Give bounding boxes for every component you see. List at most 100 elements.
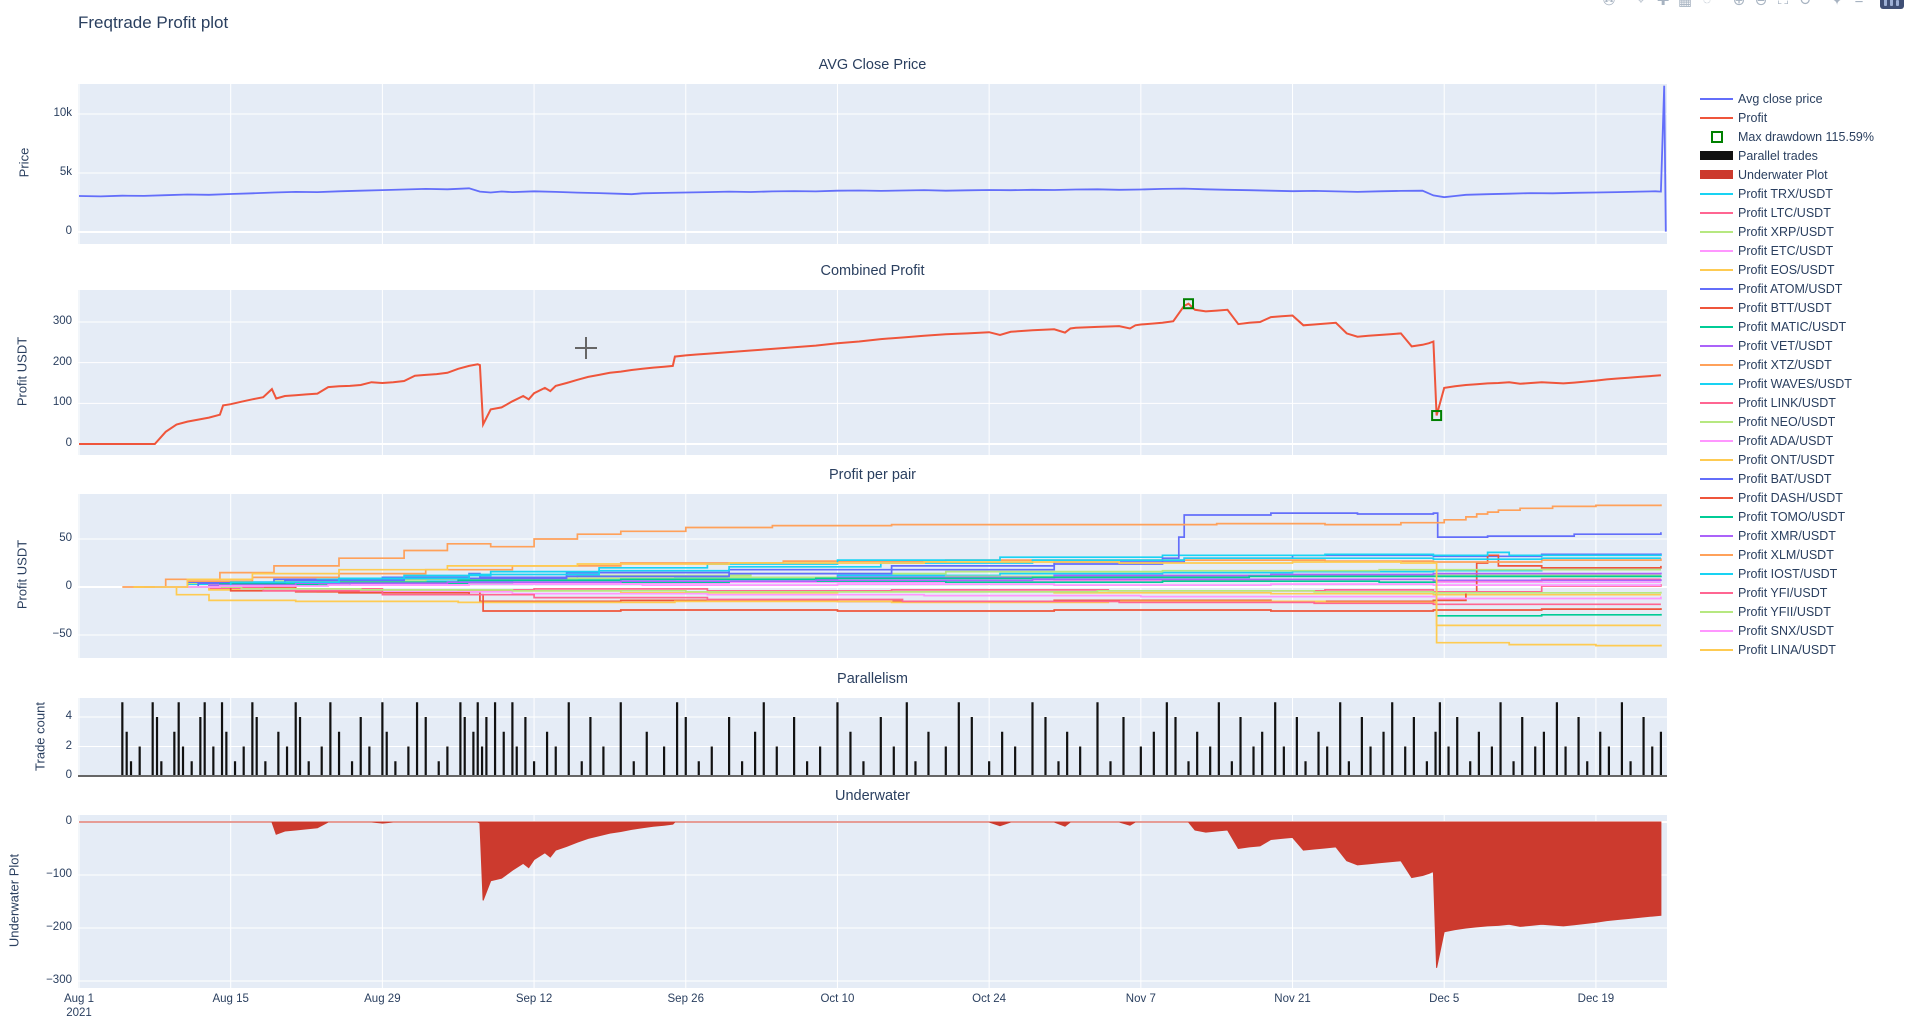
legend-item-profit-xtz-usdt[interactable]: Profit XTZ/USDT bbox=[1700, 355, 1832, 374]
parallel-trades-bar bbox=[632, 761, 635, 776]
legend-item-profit-trx-usdt[interactable]: Profit TRX/USDT bbox=[1700, 184, 1833, 203]
legend-item-profit-xlm-usdt[interactable]: Profit XLM/USDT bbox=[1700, 545, 1834, 564]
legend-item-profit-matic-usdt[interactable]: Profit MATIC/USDT bbox=[1700, 317, 1846, 336]
subplot-title-2: Profit per pair bbox=[828, 467, 917, 483]
parallel-trades-bar bbox=[493, 702, 497, 776]
legend-label: Profit DASH/USDT bbox=[1738, 490, 1843, 505]
legend-label: Profit YFI/USDT bbox=[1738, 585, 1828, 600]
modebar: ✇ ⌖ ✚ ▦◌ ⊕ ⊖ ⛶ ↻ ✦ ≡ bbox=[1598, 0, 1904, 10]
y-axis-label-3: Trade count bbox=[32, 701, 48, 771]
parallel-trades-bar bbox=[1456, 717, 1459, 776]
legend-item-profit-yfi-usdt[interactable]: Profit YFI/USDT bbox=[1700, 583, 1827, 602]
legend-label: Profit BTT/USDT bbox=[1738, 300, 1832, 315]
parallel-trades-bar bbox=[381, 702, 384, 776]
parallel-trades-bar bbox=[125, 731, 128, 776]
legend-item-profit-yfii-usdt[interactable]: Profit YFII/USDT bbox=[1700, 602, 1831, 621]
parallel-trades-bar bbox=[320, 746, 323, 776]
lasso-icon[interactable]: ◌ bbox=[1696, 0, 1718, 8]
legend-item-profit-snx-usdt[interactable]: Profit SNX/USDT bbox=[1700, 621, 1834, 640]
plotly-logo[interactable] bbox=[1880, 0, 1904, 9]
legend-item-profit-etc-usdt[interactable]: Profit ETC/USDT bbox=[1700, 241, 1833, 260]
legend-item-profit-link-usdt[interactable]: Profit LINK/USDT bbox=[1700, 393, 1836, 412]
y-tick-label: 50 bbox=[59, 532, 72, 544]
legend-item-profit-ltc-usdt[interactable]: Profit LTC/USDT bbox=[1700, 203, 1831, 222]
parallel-trades-bar bbox=[1469, 761, 1472, 776]
parallel-trades-bar bbox=[879, 717, 882, 776]
legend-item-profit-ada-usdt[interactable]: Profit ADA/USDT bbox=[1700, 431, 1833, 450]
legend-item-parallel-trades[interactable]: Parallel trades bbox=[1700, 146, 1818, 165]
legend-label: Profit LINK/USDT bbox=[1738, 395, 1836, 410]
zoom-in-icon[interactable]: ⊕ bbox=[1732, 0, 1746, 9]
legend-item-profit-ont-usdt[interactable]: Profit ONT/USDT bbox=[1700, 450, 1835, 469]
pan-icon[interactable]: ✚ bbox=[1656, 0, 1670, 9]
parallel-trades-bar bbox=[177, 702, 180, 776]
legend-item-profit-tomo-usdt[interactable]: Profit TOMO/USDT bbox=[1700, 507, 1845, 526]
parallel-trades-bar bbox=[212, 746, 215, 776]
y-tick-label: 10k bbox=[53, 107, 72, 119]
camera-icon[interactable]: ✇ bbox=[1602, 0, 1616, 9]
parallel-trades-bar bbox=[350, 761, 354, 776]
parallel-trades-bar bbox=[1044, 717, 1047, 776]
pair-profit-line-lina bbox=[133, 561, 1662, 647]
parallel-trades-bar bbox=[190, 761, 193, 776]
legend-item-profit-dash-usdt[interactable]: Profit DASH/USDT bbox=[1700, 488, 1843, 507]
legend-item-underwater-plot[interactable]: Underwater Plot bbox=[1700, 165, 1828, 184]
y-tick-label: 5k bbox=[59, 166, 72, 178]
max-drawdown-marker bbox=[1183, 298, 1195, 310]
legend-swatch-icon bbox=[1700, 116, 1733, 119]
parallel-trades-bar bbox=[1001, 731, 1004, 776]
parallel-trades-bar bbox=[1187, 761, 1190, 776]
parallel-trades-bar bbox=[645, 731, 648, 776]
parallel-trades-bar bbox=[1425, 761, 1428, 776]
legend-item-profit-xrp-usdt[interactable]: Profit XRP/USDT bbox=[1700, 222, 1834, 241]
legend-item-profit-lina-usdt[interactable]: Profit LINA/USDT bbox=[1700, 640, 1836, 659]
legend-item-profit[interactable]: Profit bbox=[1700, 108, 1767, 127]
legend-item-profit-bat-usdt[interactable]: Profit BAT/USDT bbox=[1700, 469, 1832, 488]
parallel-trades-bar bbox=[151, 702, 154, 776]
parallel-trades-bar bbox=[480, 746, 484, 776]
parallel-trades-bar bbox=[1369, 746, 1372, 776]
parallel-trades-bar bbox=[1031, 702, 1034, 776]
parallel-trades-bar bbox=[1122, 717, 1125, 776]
parallel-trades-bar bbox=[806, 761, 809, 776]
parallel-trades-bar bbox=[836, 702, 839, 776]
legend-item-profit-btt-usdt[interactable]: Profit BTT/USDT bbox=[1700, 298, 1832, 317]
legend-item-avg-close-price[interactable]: Avg close price bbox=[1700, 89, 1823, 108]
legend-swatch-icon bbox=[1700, 458, 1733, 461]
parallel-trades-bar bbox=[285, 746, 289, 776]
legend-item-profit-iost-usdt[interactable]: Profit IOST/USDT bbox=[1700, 564, 1837, 583]
parallel-trades-bar bbox=[233, 761, 237, 776]
legend-item-profit-eos-usdt[interactable]: Profit EOS/USDT bbox=[1700, 260, 1835, 279]
legend-label: Profit XLM/USDT bbox=[1738, 547, 1834, 562]
reset-axes-icon[interactable]: ↻ bbox=[1798, 0, 1812, 9]
plot-title: Freqtrade Profit plot bbox=[78, 13, 229, 32]
parallel-trades-bar bbox=[602, 746, 605, 776]
zoom-icon[interactable]: ⌖ bbox=[1630, 0, 1652, 8]
parallel-trades-bar bbox=[359, 717, 362, 776]
zoom-out-icon[interactable]: ⊖ bbox=[1754, 0, 1768, 9]
box-select-icon[interactable]: ▦ bbox=[1677, 0, 1693, 9]
legend-item-profit-xmr-usdt[interactable]: Profit XMR/USDT bbox=[1700, 526, 1836, 545]
avg-close-price-line bbox=[78, 85, 1667, 232]
hover-closest-icon[interactable]: ✦ bbox=[1830, 0, 1844, 9]
max-drawdown-marker bbox=[1431, 410, 1443, 422]
pair-profit-line-xmr bbox=[144, 578, 1662, 588]
parallel-trades-bar bbox=[1404, 746, 1407, 776]
legend-item-profit-neo-usdt[interactable]: Profit NEO/USDT bbox=[1700, 412, 1835, 431]
y-tick-label: −200 bbox=[46, 921, 72, 933]
legend-item-profit-waves-usdt[interactable]: Profit WAVES/USDT bbox=[1700, 374, 1852, 393]
x-tick-label: Nov 7 bbox=[1125, 993, 1156, 1005]
legend-item-profit-atom-usdt[interactable]: Profit ATOM/USDT bbox=[1700, 279, 1842, 298]
parallel-trades-bar bbox=[1447, 746, 1450, 776]
legend-swatch-icon bbox=[1700, 130, 1733, 143]
autoscale-icon[interactable]: ⛶ bbox=[1772, 0, 1794, 8]
parallel-trades-bar bbox=[225, 731, 228, 776]
parallel-trades-bar bbox=[485, 717, 488, 776]
legend-swatch-icon bbox=[1700, 211, 1733, 214]
legend-item-profit-vet-usdt[interactable]: Profit VET/USDT bbox=[1700, 336, 1832, 355]
parallel-trades-bar bbox=[121, 702, 124, 776]
hover-compare-icon[interactable]: ≡ bbox=[1848, 0, 1870, 8]
legend-item-max-drawdown-115-59-[interactable]: Max drawdown 115.59% bbox=[1700, 127, 1874, 146]
legend-swatch-icon bbox=[1700, 249, 1733, 252]
